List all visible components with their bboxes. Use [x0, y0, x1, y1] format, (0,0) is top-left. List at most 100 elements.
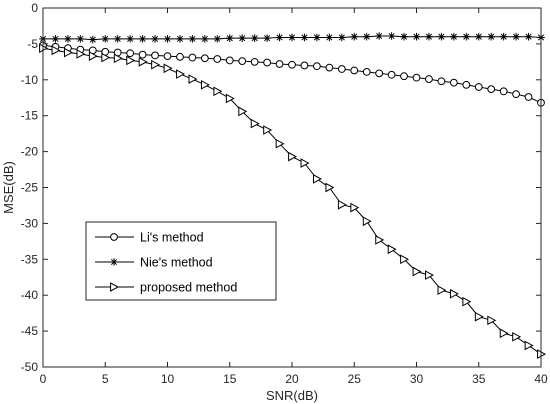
data-point-nie-s-method [350, 32, 359, 41]
legend-item: Nie's method [95, 256, 213, 270]
series-nie-s-method [39, 32, 545, 44]
data-point-nie-s-method [462, 32, 471, 41]
data-point-nie-s-method [288, 33, 296, 42]
legend-item: Li's method [95, 231, 204, 245]
data-point-proposed-method [263, 125, 273, 135]
series-layer [39, 32, 547, 359]
ticks-layer: 0 5 10 15 20 25 30 35 40 0 -5 -10 -15 -20 -25 -30 -35 -40… [21, 1, 548, 386]
data-point-li-s-method [325, 63, 334, 72]
data-point-nie-s-method [238, 34, 246, 42]
y-tick-label: -30 [21, 216, 39, 230]
data-point-proposed-method [213, 86, 223, 97]
x-tick-label: 20 [285, 372, 299, 386]
data-point-proposed-method [288, 151, 298, 162]
data-point-nie-s-method [338, 33, 346, 42]
data-point-li-s-method [350, 66, 359, 75]
data-point-li-s-method [437, 77, 446, 86]
data-point-li-s-method [375, 69, 384, 78]
data-point-nie-s-method [176, 35, 184, 43]
data-point-nie-s-method [313, 33, 321, 42]
data-point-proposed-method [350, 202, 360, 213]
x-tick-label: 40 [534, 372, 548, 386]
data-point-nie-s-method [51, 35, 60, 43]
data-point-li-s-method [225, 56, 234, 65]
data-point-proposed-method [375, 235, 385, 245]
y-tick-label: -50 [21, 360, 39, 374]
data-point-proposed-method [225, 93, 235, 104]
x-tick-label: 0 [40, 372, 47, 386]
data-point-li-s-method [474, 83, 483, 91]
data-point-proposed-method [462, 296, 472, 307]
data-point-nie-s-method [387, 32, 396, 40]
data-point-li-s-method [487, 85, 496, 94]
data-point-nie-s-method [138, 35, 147, 43]
y-tick-label: -25 [21, 181, 39, 195]
data-point-proposed-method [313, 174, 322, 184]
data-point-nie-s-method [213, 35, 222, 43]
data-point-li-s-method [400, 72, 408, 81]
data-point-nie-s-method [362, 32, 371, 41]
data-point-proposed-method [437, 285, 447, 296]
data-point-proposed-method [524, 340, 534, 351]
data-point-proposed-method [337, 199, 347, 210]
data-point-li-s-method [449, 78, 458, 87]
legend-label: Nie's method [140, 256, 213, 270]
data-point-li-s-method [412, 73, 421, 82]
data-point-nie-s-method [151, 35, 159, 43]
data-point-proposed-method [325, 182, 335, 193]
x-axis-title: SNR(dB) [266, 388, 318, 403]
data-point-nie-s-method [437, 32, 446, 41]
y-tick-label: -35 [21, 252, 39, 266]
data-point-proposed-method [113, 53, 123, 64]
data-point-li-s-method [263, 58, 272, 67]
data-point-nie-s-method [275, 33, 284, 42]
data-point-li-s-method [462, 80, 471, 89]
y-axis-title: MSE(dB) [1, 161, 16, 214]
data-point-proposed-method [412, 266, 422, 277]
data-point-nie-s-method [375, 32, 383, 40]
y-tick-label: 0 [31, 1, 38, 15]
data-point-li-s-method [138, 50, 147, 59]
data-point-nie-s-method [400, 32, 408, 41]
data-point-proposed-method [176, 69, 186, 79]
data-point-proposed-method [188, 74, 198, 84]
legend-marker [110, 233, 118, 241]
data-point-li-s-method [126, 49, 135, 58]
data-point-nie-s-method [163, 35, 172, 43]
data-point-nie-s-method [325, 33, 334, 42]
data-point-nie-s-method [89, 35, 97, 44]
x-tick-label: 30 [410, 372, 424, 386]
data-point-nie-s-method [101, 35, 110, 43]
data-point-proposed-method [387, 244, 397, 255]
y-tick-label: -5 [27, 37, 38, 51]
data-point-proposed-method [88, 51, 98, 61]
x-tick-label: 5 [102, 372, 109, 386]
y-tick-label: -40 [21, 288, 39, 302]
y-tick-label: -10 [21, 73, 39, 87]
data-point-li-s-method [499, 87, 508, 96]
data-point-proposed-method [499, 328, 509, 339]
data-point-proposed-method [101, 52, 111, 63]
data-point-nie-s-method [425, 32, 433, 41]
data-point-li-s-method [213, 55, 222, 63]
data-point-nie-s-method [263, 34, 271, 42]
data-point-nie-s-method [188, 35, 197, 43]
data-point-proposed-method [250, 118, 260, 129]
data-point-nie-s-method [113, 35, 122, 43]
x-tick-label: 35 [472, 372, 486, 386]
data-point-li-s-method [425, 75, 433, 83]
data-point-nie-s-method [450, 32, 458, 41]
data-point-proposed-method [362, 216, 372, 227]
legend-marker [110, 258, 118, 266]
data-point-li-s-method [238, 57, 247, 66]
data-point-nie-s-method [474, 32, 483, 41]
data-point-li-s-method [275, 60, 284, 68]
data-point-proposed-method [474, 311, 484, 322]
data-point-nie-s-method [524, 32, 533, 41]
data-point-proposed-method [400, 254, 410, 265]
data-point-proposed-method [425, 270, 435, 280]
data-point-nie-s-method [201, 35, 209, 43]
data-point-li-s-method [176, 52, 184, 61]
data-point-li-s-method [362, 68, 371, 76]
